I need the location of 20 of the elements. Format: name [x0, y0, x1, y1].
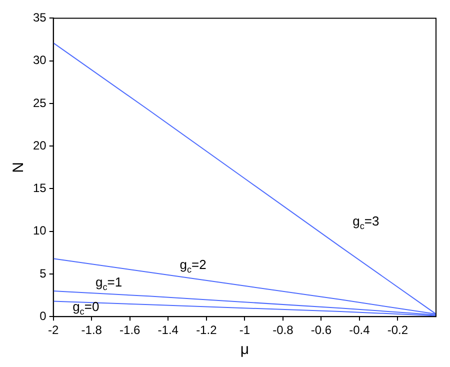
x-tick-label: -1.8: [81, 323, 102, 338]
y-tick-label: 5: [40, 266, 47, 280]
x-tick-label: -1.4: [158, 323, 179, 338]
x-tick-label: -0.4: [349, 323, 370, 338]
y-tick-label: 20: [32, 138, 47, 152]
y-tick-label: 25: [32, 96, 47, 110]
y-tick-label: 10: [32, 224, 47, 238]
x-tick-label: -1.2: [196, 323, 218, 338]
y-tick-label: 0: [40, 308, 47, 323]
x-tick-label: -0.6: [310, 323, 332, 338]
x-axis-title: μ: [240, 341, 249, 358]
x-tick-label: -1.6: [120, 323, 141, 338]
x-tick-label: -1: [239, 323, 250, 338]
x-tick-label: -0.2: [387, 323, 408, 338]
y-tick-label: 35: [32, 10, 47, 25]
x-tick-label: -0.8: [272, 323, 294, 338]
x-tick-label: -2: [48, 323, 60, 338]
y-tick-label: 15: [32, 181, 47, 196]
y-axis-title: N: [10, 162, 28, 173]
y-tick-label: 30: [32, 53, 47, 68]
